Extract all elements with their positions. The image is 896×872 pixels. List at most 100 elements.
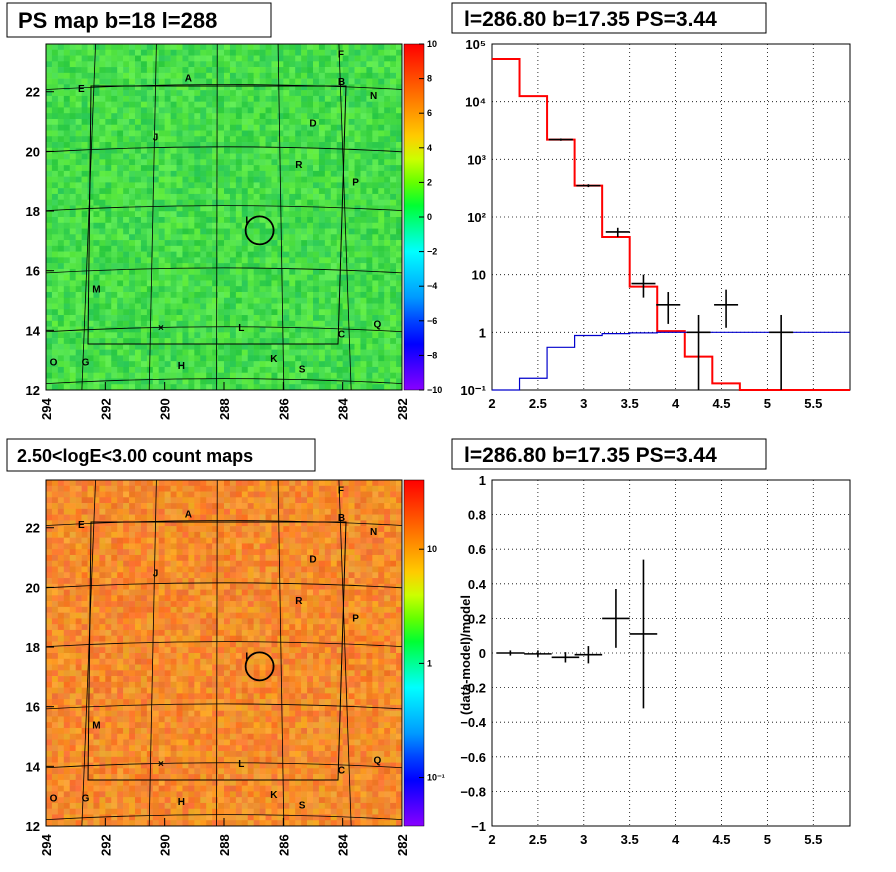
source-label-K: K: [270, 354, 278, 365]
map-coordinate-grid: [45, 479, 403, 827]
colorbar-tick-label: 1: [427, 658, 432, 668]
grid-meridian: [216, 479, 218, 827]
source-label-E: E: [78, 84, 85, 95]
grid-parallel: [45, 520, 403, 526]
colorbar-tick-label: 0: [427, 212, 432, 222]
grid-meridian: [277, 479, 285, 827]
source-label-A: A: [185, 510, 192, 521]
xtick-label: 3.5: [621, 832, 639, 847]
source-label-R: R: [295, 160, 303, 171]
grid-meridian: [81, 479, 96, 827]
source-label-N: N: [370, 91, 377, 102]
ytick-label: 12: [26, 819, 40, 834]
model-histogram: [492, 57, 850, 391]
residual-point: [496, 650, 525, 656]
source-label-R: R: [295, 596, 303, 607]
source-label-K: K: [270, 790, 278, 801]
source-label-G: G: [82, 793, 90, 804]
ytick-label: −0.2: [460, 681, 486, 696]
point-source-marker: [244, 651, 275, 682]
xtick-label: 282: [395, 834, 410, 856]
xtick-label: 2.5: [529, 832, 547, 847]
xtick-label: 290: [158, 398, 173, 420]
ytick-label: 10³: [467, 152, 486, 167]
ytick-label: 1: [479, 473, 486, 488]
ytick-label: 14: [26, 323, 41, 338]
roi-outline: [87, 521, 347, 781]
colorbar: [403, 479, 425, 827]
ytick-label: 20: [26, 580, 40, 595]
grid-meridian: [338, 479, 352, 827]
colorbar-tick-label: −2: [427, 247, 437, 257]
residual-ylabel: (data-model)/model: [458, 595, 473, 715]
residual-point: [629, 559, 658, 709]
roi-outline: [87, 85, 347, 345]
data-point: [656, 292, 681, 324]
colorbar-tick-label: −6: [427, 316, 437, 326]
ytick-label: 22: [26, 85, 40, 100]
map-pixels: [46, 44, 403, 391]
source-label-D: D: [309, 119, 316, 130]
background-histogram: [492, 331, 850, 391]
grid-parallel: [45, 641, 403, 648]
point-source-marker: [244, 215, 275, 246]
source-label-S: S: [299, 364, 306, 375]
ytick-label: −0.8: [460, 784, 486, 799]
ytick-label: 18: [26, 640, 40, 655]
ytick-label: 12: [26, 383, 40, 398]
residual-point: [524, 650, 552, 658]
source-label-I: I: [245, 652, 248, 663]
source-label-L: L: [238, 759, 244, 770]
grid-parallel: [45, 146, 403, 153]
source-label-E: E: [78, 520, 85, 531]
xtick-label: 282: [395, 398, 410, 420]
source-label-N: N: [370, 527, 377, 538]
xtick-label: 290: [158, 834, 173, 856]
xtick-label: 294: [39, 398, 54, 420]
ytick-label: 10⁴: [465, 95, 486, 110]
grid-meridian: [81, 43, 96, 391]
xtick-label: 284: [336, 398, 351, 420]
grid-parallel: [45, 814, 403, 821]
ytick-label: 10⁻¹: [460, 383, 486, 398]
xtick-label: 5.5: [804, 396, 822, 411]
ps-map-title-box: PS map b=18 l=288: [6, 2, 272, 38]
colorbar-tick-label: −8: [427, 350, 437, 360]
grid-meridian: [148, 43, 157, 391]
residual-title: l=286.80 b=17.35 PS=3.44: [464, 444, 717, 467]
data-point: [686, 314, 711, 390]
source-label-H: H: [178, 797, 185, 808]
source-label-J: J: [153, 569, 159, 580]
ytick-label: 0.6: [468, 542, 486, 557]
source-label-M: M: [92, 285, 100, 296]
xtick-label: 3: [580, 396, 587, 411]
source-label-D: D: [309, 555, 316, 566]
ytick-label: 10⁵: [465, 37, 486, 52]
ytick-label: 0.2: [468, 611, 486, 626]
grid-meridian: [216, 43, 218, 391]
xtick-label: 5: [764, 396, 771, 411]
ytick-label: −1: [471, 819, 486, 834]
xtick-label: 294: [39, 834, 54, 856]
source-label-M: M: [92, 721, 100, 732]
colorbar-tick-label: 10: [427, 39, 437, 49]
source-label-A: A: [185, 74, 192, 85]
source-label-G: G: [82, 357, 90, 368]
xtick-label: 292: [98, 834, 113, 856]
grid-parallel: [45, 378, 403, 385]
xtick-label: 286: [276, 398, 291, 420]
xtick-label: 2: [488, 832, 495, 847]
data-point: [548, 138, 573, 141]
xtick-label: 2.5: [529, 396, 547, 411]
xtick-label: 4.5: [712, 832, 730, 847]
ytick-label: 0.8: [468, 508, 486, 523]
cross-marker: ×: [158, 323, 164, 334]
xtick-label: 5.5: [804, 832, 822, 847]
source-label-L: L: [238, 323, 244, 334]
ytick-label: 1: [479, 325, 486, 340]
ytick-label: −0.6: [460, 750, 486, 765]
ytick-label: 16: [26, 700, 40, 715]
residual-title-box: l=286.80 b=17.35 PS=3.44: [451, 438, 767, 470]
source-label-Q: Q: [374, 755, 382, 766]
